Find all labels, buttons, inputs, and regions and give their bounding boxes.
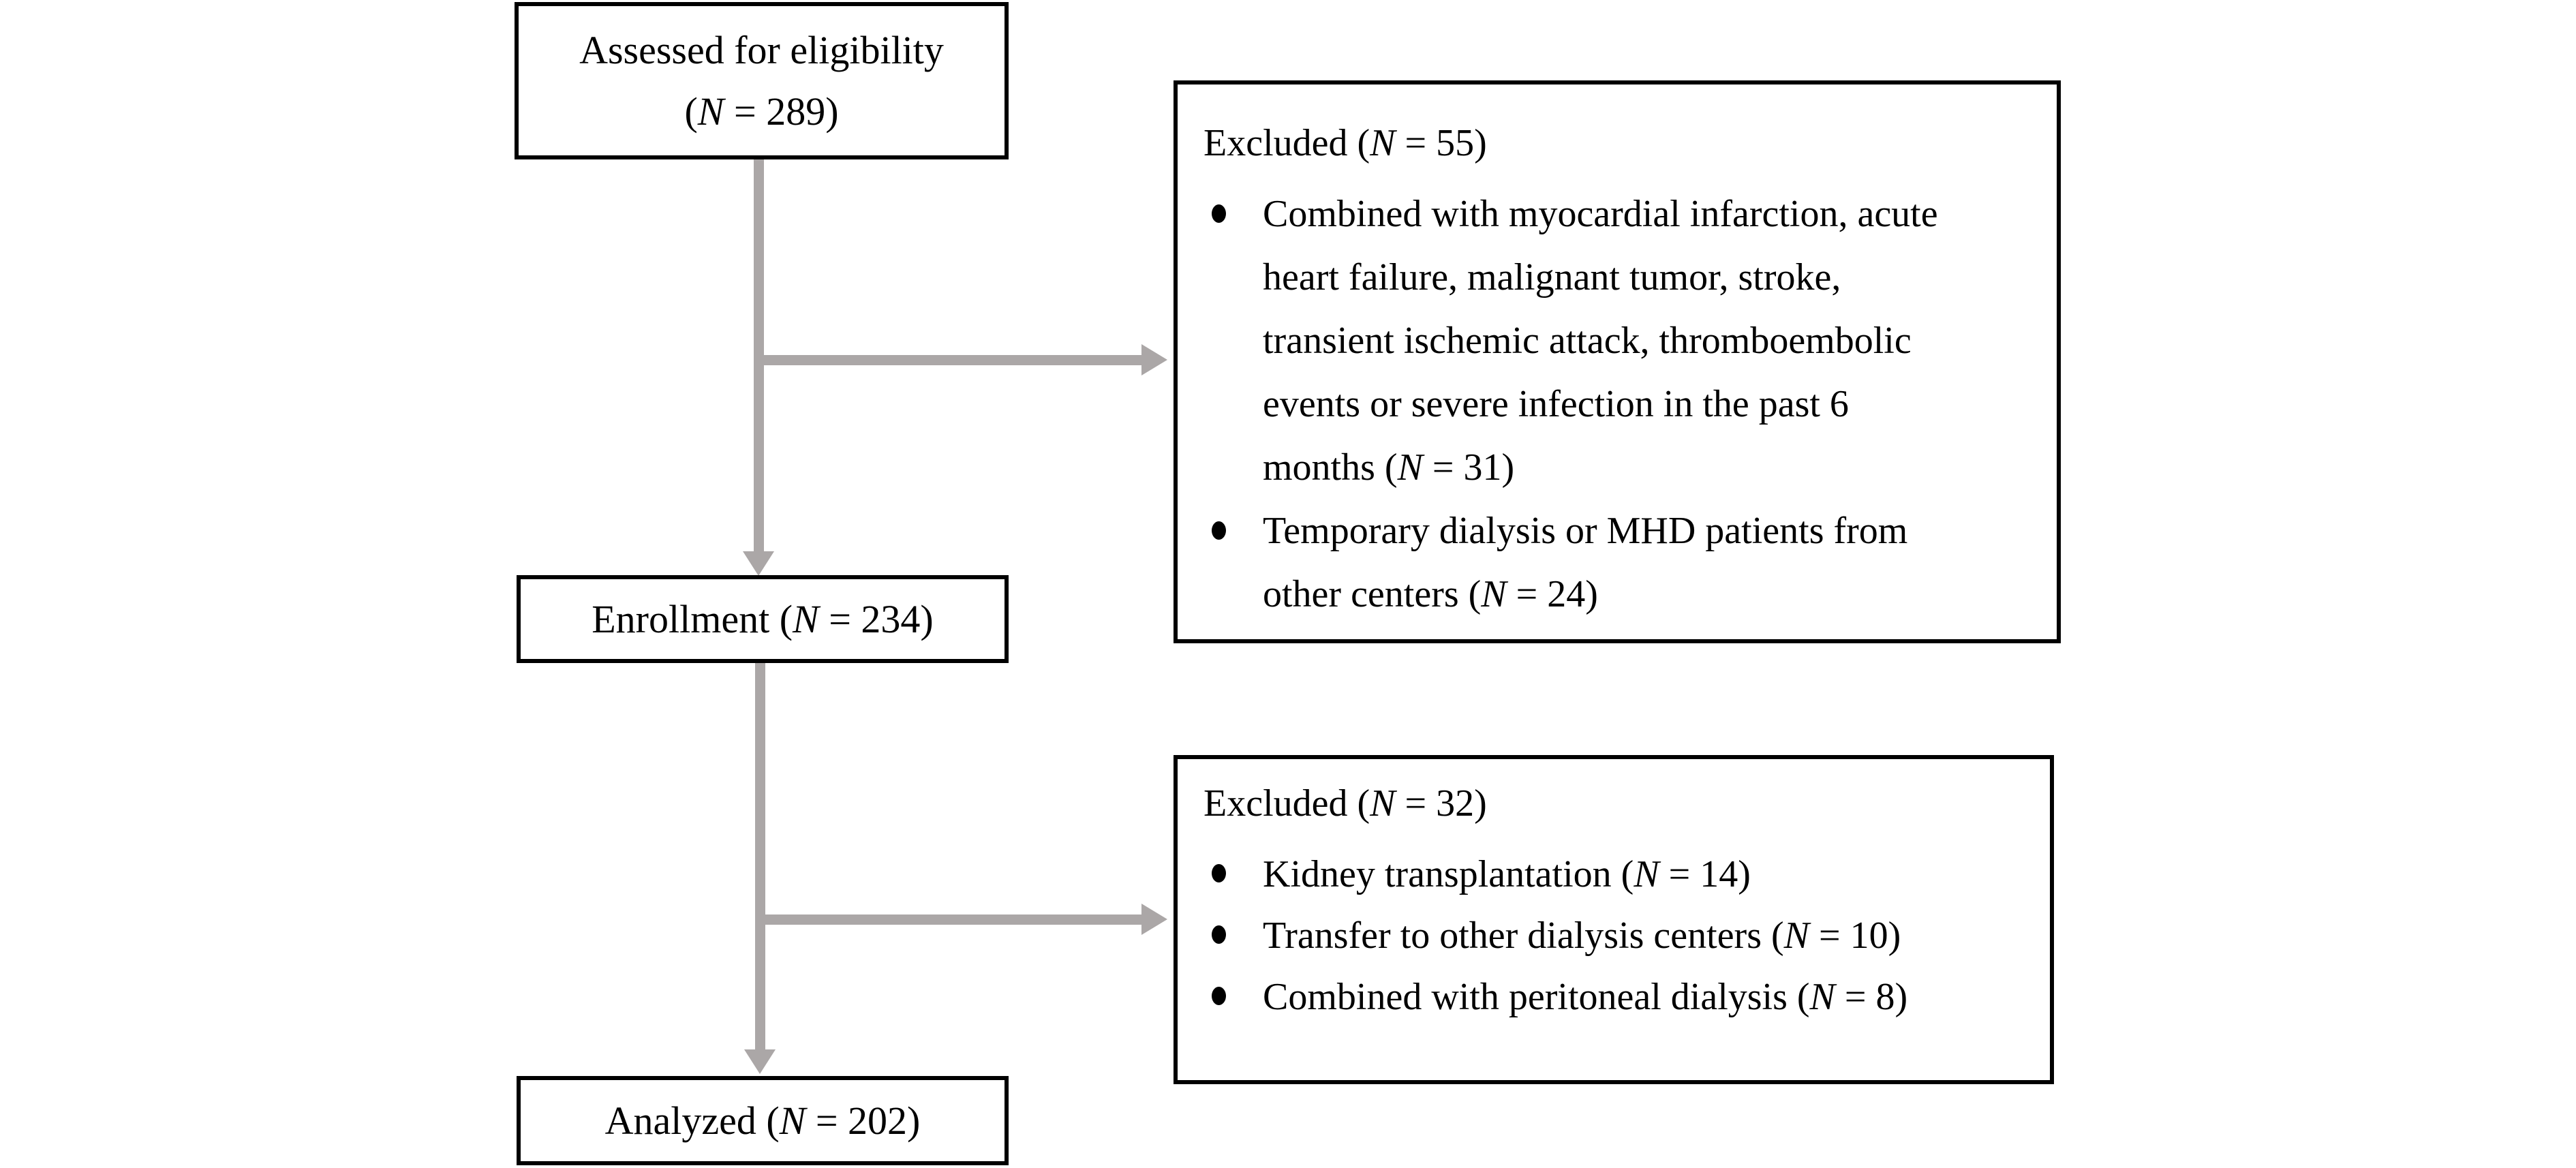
list-item-line: Combined with peritoneal dialysis (N = 8… bbox=[1263, 976, 1908, 1018]
list-item-line: Combined with myocardial infarction, acu… bbox=[1263, 193, 1938, 235]
box-line: Assessed for eligibility bbox=[579, 27, 944, 72]
connector-to-excluded-primary-line bbox=[758, 355, 1141, 365]
list-item: Combined with myocardial infarction, acu… bbox=[1203, 183, 2038, 500]
connector-enrollment-to-analyzed-line bbox=[755, 663, 765, 1049]
bullet-icon bbox=[1212, 925, 1226, 944]
list-item: Combined with peritoneal dialysis (N = 8… bbox=[1203, 966, 2031, 1028]
box-line: Analyzed (N = 202) bbox=[604, 1098, 921, 1143]
bullet-list: Kidney transplantation (N = 14) Transfer… bbox=[1203, 844, 2031, 1028]
list-item-line: other centers (N = 24) bbox=[1263, 573, 1598, 615]
bullet-icon bbox=[1212, 521, 1226, 540]
list-item-line: Transfer to other dialysis centers (N = … bbox=[1263, 915, 1901, 957]
box-title: Excluded (N = 55) bbox=[1203, 122, 1487, 164]
box-excluded-secondary: Excluded (N = 32) Kidney transplantation… bbox=[1174, 755, 2054, 1084]
list-item: Transfer to other dialysis centers (N = … bbox=[1203, 905, 2031, 966]
bullet-icon bbox=[1212, 864, 1226, 882]
bullet-icon bbox=[1212, 204, 1226, 223]
arrow-right-icon bbox=[1141, 344, 1167, 375]
list-item-line: months (N = 31) bbox=[1263, 446, 1515, 489]
box-analyzed: Analyzed (N = 202) bbox=[517, 1076, 1009, 1165]
list-item-line: events or severe infection in the past 6 bbox=[1263, 383, 1849, 425]
bullet-list: Combined with myocardial infarction, acu… bbox=[1203, 183, 2038, 626]
box-enrollment: Enrollment (N = 234) bbox=[517, 575, 1009, 663]
arrow-down-icon bbox=[744, 1049, 776, 1074]
bullet-icon bbox=[1212, 987, 1226, 1005]
box-title: Excluded (N = 32) bbox=[1203, 782, 1487, 825]
box-line: Enrollment (N = 234) bbox=[592, 596, 934, 641]
list-item-line: Kidney transplantation (N = 14) bbox=[1263, 853, 1751, 895]
list-item-line: Temporary dialysis or MHD patients from bbox=[1263, 510, 1908, 552]
box-assessed-for-eligibility: Assessed for eligibility (N = 289) bbox=[515, 2, 1009, 159]
arrow-right-icon bbox=[1141, 904, 1167, 935]
connector-to-excluded-secondary-line bbox=[760, 915, 1141, 925]
arrow-down-icon bbox=[743, 551, 774, 576]
box-excluded-primary: Excluded (N = 55) Combined with myocardi… bbox=[1174, 80, 2061, 643]
list-item-line: heart failure, malignant tumor, stroke, bbox=[1263, 256, 1841, 298]
list-item: Kidney transplantation (N = 14) bbox=[1203, 844, 2031, 905]
list-item-line: transient ischemic attack, thromboemboli… bbox=[1263, 320, 1912, 362]
box-line: (N = 289) bbox=[684, 89, 839, 134]
list-item: Temporary dialysis or MHD patients from … bbox=[1203, 500, 2038, 626]
